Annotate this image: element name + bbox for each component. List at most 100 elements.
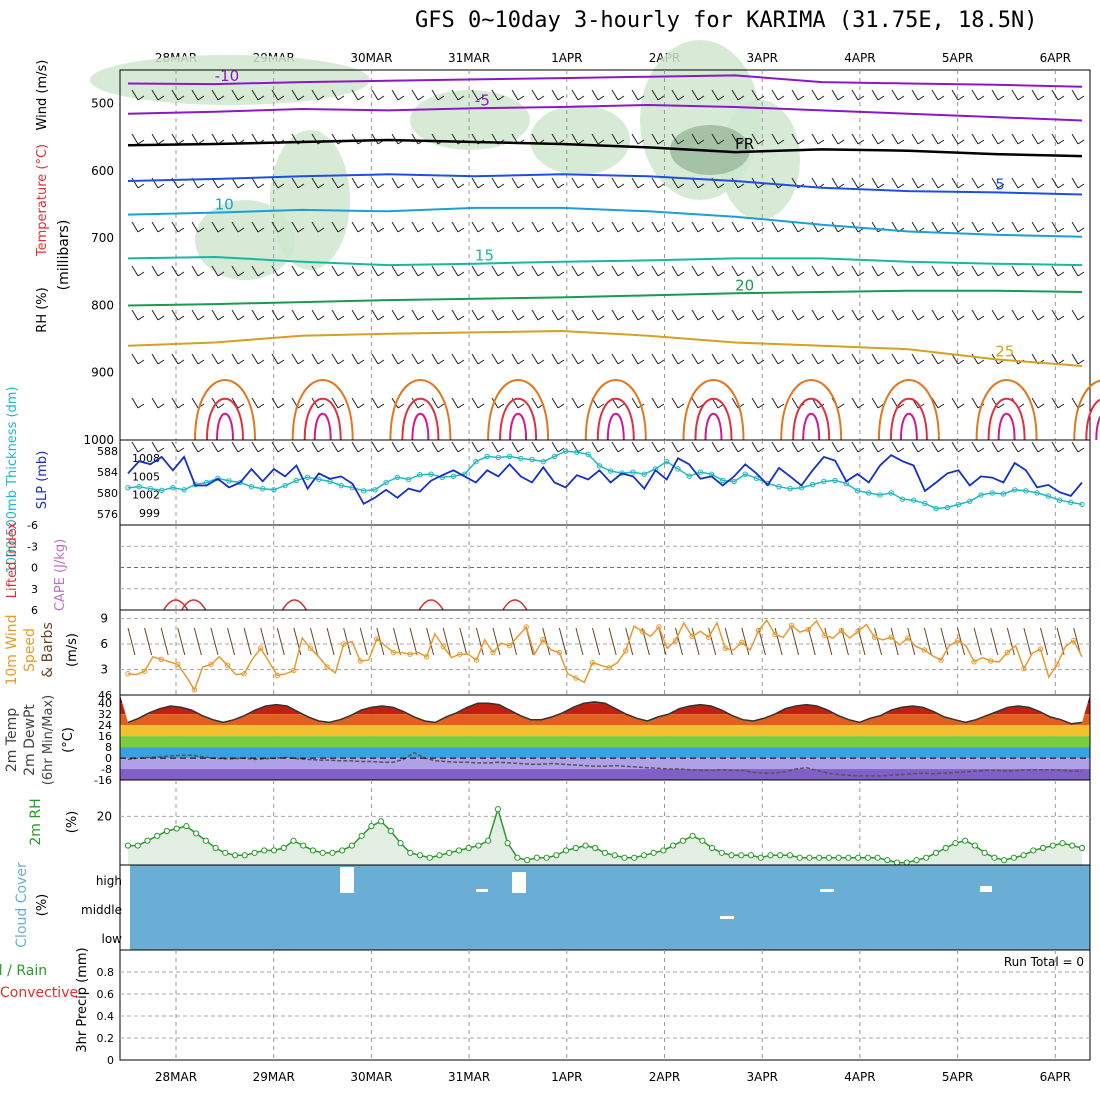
- upper-wind-barb-flag: [637, 315, 645, 321]
- upper-wind-barb: [991, 221, 999, 233]
- thickness-point: [989, 490, 995, 496]
- upper-wind-barb-flag: [177, 315, 185, 321]
- thickness-point: [922, 500, 928, 507]
- thickness-point: [933, 505, 939, 512]
- upper-wind-barb: [591, 353, 599, 365]
- upper-wind-barb-flag: [577, 359, 585, 365]
- upper-wind-barb: [891, 353, 899, 365]
- cloud-gap: [512, 872, 526, 893]
- thickness-point: [394, 474, 401, 480]
- surface-wind-barb: [1023, 627, 1032, 656]
- upper-wind-barb-flag: [437, 183, 445, 189]
- upper-wind-barb: [791, 309, 799, 321]
- upper-wind-barb: [491, 309, 499, 321]
- upper-wind-barb: [191, 309, 199, 321]
- upper-wind-barb-flag: [277, 315, 285, 321]
- thickness-point: [518, 455, 524, 462]
- upper-wind-barb-flag: [577, 95, 585, 101]
- upper-wind-barb-flag: [657, 139, 665, 145]
- upper-wind-barb-flag: [837, 95, 845, 101]
- thickness-point: [854, 488, 861, 494]
- rh-point: [1001, 857, 1008, 864]
- isotherm-label: 15: [475, 247, 494, 265]
- upper-wind-barb: [411, 353, 419, 365]
- top-date-label: 5APR: [942, 51, 973, 65]
- warm-core-contour: [389, 379, 452, 441]
- upper-wind-barb-flag: [937, 271, 945, 277]
- upper-wind-barb-flag: [657, 315, 665, 321]
- rh-point: [660, 847, 667, 854]
- upper-wind-barb: [291, 177, 299, 189]
- upper-wind-barb-flag: [517, 271, 525, 277]
- upper-wind-barb-flag: [1017, 95, 1025, 101]
- upper-wind-barb-flag: [597, 447, 605, 453]
- upper-wind-barb: [951, 441, 959, 453]
- rh-point: [932, 849, 940, 856]
- rh-point: [543, 854, 550, 861]
- upper-wind-barb: [211, 397, 219, 409]
- upper-wind-barb: [971, 441, 979, 453]
- rh-point: [300, 842, 307, 849]
- wind-speed-point: [141, 668, 148, 674]
- upper-wind-barb: [891, 265, 899, 277]
- upper-wind-barb: [771, 441, 779, 453]
- upper-wind-barb-flag: [297, 315, 305, 321]
- upper-wind-barb: [391, 177, 399, 189]
- upper-wind-barb-flag: [657, 95, 665, 101]
- rh-shading: [90, 55, 370, 105]
- upper-wind-barb-flag: [397, 271, 405, 277]
- upper-wind-barb-flag: [457, 447, 465, 453]
- upper-wind-barb: [671, 353, 679, 365]
- upper-wind-barb: [671, 89, 679, 101]
- rh-point: [962, 837, 969, 844]
- upper-wind-barb-flag: [577, 139, 585, 145]
- upper-wind-barb: [451, 89, 459, 101]
- upper-wind-barb: [1031, 309, 1039, 321]
- upper-wind-barb-flag: [1057, 227, 1065, 233]
- wind-speed-point: [954, 637, 961, 644]
- upper-wind-barb: [551, 353, 559, 365]
- upper-wind-barb: [871, 353, 879, 365]
- rh-area: [128, 809, 1082, 865]
- upper-wind-barb-flag: [257, 403, 265, 409]
- upper-wind-barb-flag: [837, 403, 845, 409]
- upper-wind-barb: [311, 309, 319, 321]
- upper-wind-barb-flag: [597, 183, 605, 189]
- upper-wind-barb: [131, 441, 139, 453]
- upper-wind-barb: [851, 441, 859, 453]
- upper-wind-barb: [531, 353, 539, 365]
- upper-wind-barb: [831, 133, 839, 145]
- lifted-index-tick-label: -3: [27, 540, 38, 553]
- surface-wind-barb: [724, 627, 733, 656]
- upper-wind-barb: [611, 441, 619, 453]
- upper-wind-barb: [911, 221, 919, 233]
- upper-wind-barb: [791, 89, 799, 101]
- upper-wind-barb-flag: [1017, 227, 1025, 233]
- upper-wind-barb-flag: [717, 227, 725, 233]
- upper-wind-barb: [551, 221, 559, 233]
- upper-wind-barb: [391, 353, 399, 365]
- precip-convective-label: Convective: [0, 985, 78, 1001]
- upper-wind-barb-flag: [737, 227, 745, 233]
- upper-wind-barb-flag: [717, 447, 725, 453]
- thickness-point: [529, 456, 535, 463]
- wind-speed-point: [523, 624, 529, 630]
- rh-point: [1030, 847, 1037, 854]
- upper-wind-barb-flag: [297, 95, 305, 101]
- upper-wind-barb: [291, 353, 299, 365]
- upper-wind-barb: [131, 397, 139, 409]
- thickness-point: [372, 487, 378, 493]
- upper-wind-barb: [211, 221, 219, 233]
- upper-wind-barb-flag: [997, 271, 1005, 277]
- upper-wind-barb: [251, 265, 259, 277]
- upper-wind-barb-flag: [297, 227, 305, 233]
- upper-wind-barb-flag: [737, 183, 745, 189]
- upper-wind-barb: [451, 221, 459, 233]
- rh-point: [524, 857, 531, 864]
- thickness-point: [428, 471, 434, 477]
- isotherm-label: 25: [995, 342, 1014, 360]
- upper-wind-barb-flag: [597, 271, 605, 277]
- upper-wind-barb: [271, 309, 279, 321]
- upper-wind-barb-flag: [217, 447, 225, 453]
- rh-point: [942, 844, 949, 852]
